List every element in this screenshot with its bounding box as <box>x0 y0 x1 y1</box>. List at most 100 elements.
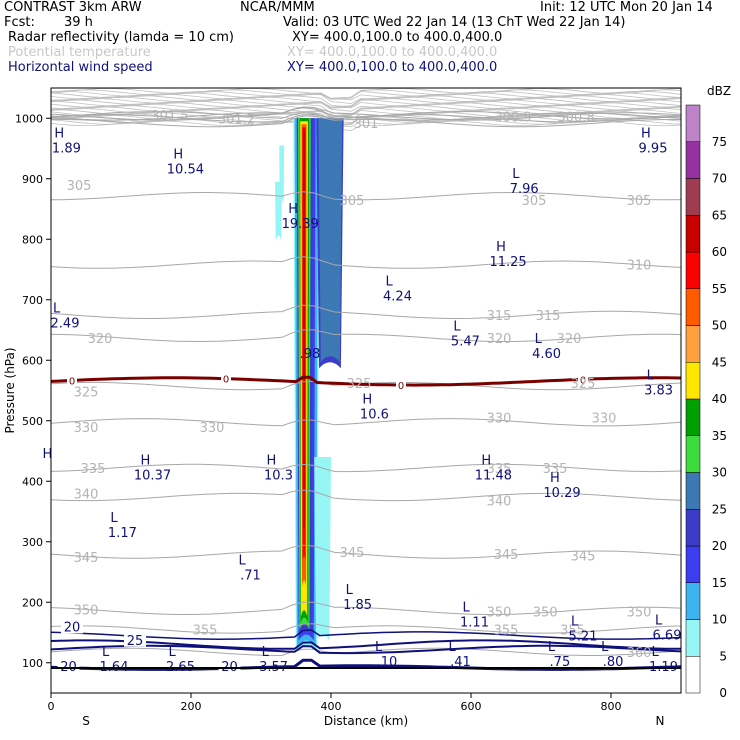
colorbar-swatch <box>685 472 701 510</box>
theta-label: 301 <box>354 117 379 132</box>
colorbar-swatch <box>685 104 701 142</box>
extremum-marker: H <box>288 202 298 217</box>
theta-label: 330 <box>200 421 225 436</box>
theta-label: 320 <box>487 332 512 347</box>
extremum-value: 10.54 <box>167 162 204 177</box>
wind-label-bg <box>124 632 146 647</box>
y-tick-label: 100 <box>22 657 43 670</box>
extremum-marker: H <box>641 126 651 141</box>
wind-contour <box>51 658 681 671</box>
zero-wind-line: 0 0 0 0 <box>51 372 681 392</box>
colorbar-label: 35 <box>712 429 727 443</box>
extremum-marker: L <box>386 275 394 290</box>
theta-label: 350 <box>74 604 99 619</box>
theta-label: 340 <box>74 487 99 502</box>
plot-frame <box>50 87 682 694</box>
extremum-marker: L <box>535 332 543 347</box>
colorbar-swatch <box>685 215 701 253</box>
theta-label: 345 <box>571 550 596 565</box>
north-label: N <box>656 714 665 728</box>
extremum-marker: L <box>53 302 61 317</box>
theta-contour <box>51 107 681 121</box>
theta-label: 301.2 <box>218 112 255 127</box>
wind-label: 25 <box>127 634 144 649</box>
theta-contour <box>51 304 681 319</box>
colorbar-label: 10 <box>712 613 727 627</box>
theta-contour <box>51 256 681 269</box>
x-tick-label: 0 <box>48 700 55 713</box>
extremum-marker: L <box>449 640 457 655</box>
wind-contour <box>51 629 681 640</box>
y-axis-title: Pressure (hPa) <box>3 347 17 433</box>
x-tick-label: 400 <box>321 700 342 713</box>
extremum-value: 10.37 <box>134 469 171 484</box>
y-tick-label: 200 <box>22 596 43 609</box>
theta-label: 340 <box>487 495 512 510</box>
extremum-marker: L <box>463 601 471 616</box>
x-tick-label: 800 <box>601 700 622 713</box>
colorbar-swatch <box>685 251 701 289</box>
colorbar-swatch <box>685 141 701 179</box>
zero-label-bg <box>396 379 406 391</box>
extremum-value: 3.83 <box>644 383 673 398</box>
theta-contour <box>51 544 681 559</box>
x-axis-title: Distance (km) <box>324 714 408 728</box>
extremum-marker: L <box>571 615 579 630</box>
extremum-marker: L <box>512 167 520 182</box>
theta-label: 325 <box>347 377 372 392</box>
wind-contour <box>51 639 681 650</box>
center-label: NCAR/MMM <box>240 0 315 15</box>
colorbar-label: 5 <box>719 649 727 663</box>
theta-label: 330 <box>487 412 512 427</box>
field-name-wind: Horizontal wind speed <box>8 60 153 75</box>
theta-label: 355 <box>193 623 218 638</box>
extremum-marker: H <box>362 392 372 407</box>
theta-label: 320 <box>557 332 582 347</box>
wind-label-bg <box>218 658 241 673</box>
colorbar-swatch <box>685 582 701 620</box>
colorbar-label: 20 <box>712 539 727 553</box>
extremum-value: 5.47 <box>451 334 480 349</box>
zero-wind-label: 0 <box>398 381 404 392</box>
theta-label: 355 <box>494 623 519 638</box>
colorbar: 0 5 10 15 20 25 30 35 40 45 50 55 60 65 70 75 dBZ <box>685 84 731 700</box>
theta-contour-upper <box>51 117 681 125</box>
extremum-marker: L <box>453 319 461 334</box>
theta-label: 325 <box>74 386 99 401</box>
extremum-value: .10 <box>377 655 398 670</box>
extremum-marker: L <box>655 613 663 628</box>
extremum-marker: L <box>647 368 655 383</box>
theta-contour <box>51 601 681 616</box>
extremum-value: 1.85 <box>343 598 372 613</box>
theta-label: 335 <box>81 462 106 477</box>
extremum-marker: H <box>173 147 183 162</box>
theta-label: 350 <box>487 605 512 620</box>
valid-time: Valid: 03 UTC Wed 22 Jan 14 (13 ChT Wed … <box>283 15 626 30</box>
extremum-value: 19.39 <box>282 217 319 232</box>
theta-label: 345 <box>74 551 99 566</box>
colorbar-swatch <box>685 362 701 400</box>
theta-label: 350 <box>627 605 652 620</box>
x-tick-label: 600 <box>461 700 482 713</box>
extremum-marker: L <box>375 640 383 655</box>
field-xy-theta: XY= 400.0,100.0 to 400.0,400.0 <box>287 45 498 60</box>
extremum-value: 10.29 <box>543 486 580 501</box>
extremum-value: 1.89 <box>52 141 81 156</box>
theta-contour <box>51 623 681 634</box>
extremum-marker: L <box>239 553 247 568</box>
theta-contour-upper <box>51 120 681 131</box>
theta-contour <box>51 418 681 427</box>
extremum-value: 5.21 <box>569 630 598 645</box>
y-tick-label: 500 <box>22 415 43 428</box>
zero-label-bg <box>221 372 231 384</box>
theta-label: 355 <box>560 623 585 638</box>
extremum-value: 11.48 <box>475 469 512 484</box>
colorbar-swatch <box>685 325 701 363</box>
extremum-value: 9.95 <box>639 141 668 156</box>
init-time: Init: 12 UTC Mon 20 Jan 14 <box>540 0 713 15</box>
colorbar-swatch <box>685 656 701 694</box>
theta-label: 310 <box>627 259 652 274</box>
colorbar-swatch <box>685 398 701 436</box>
